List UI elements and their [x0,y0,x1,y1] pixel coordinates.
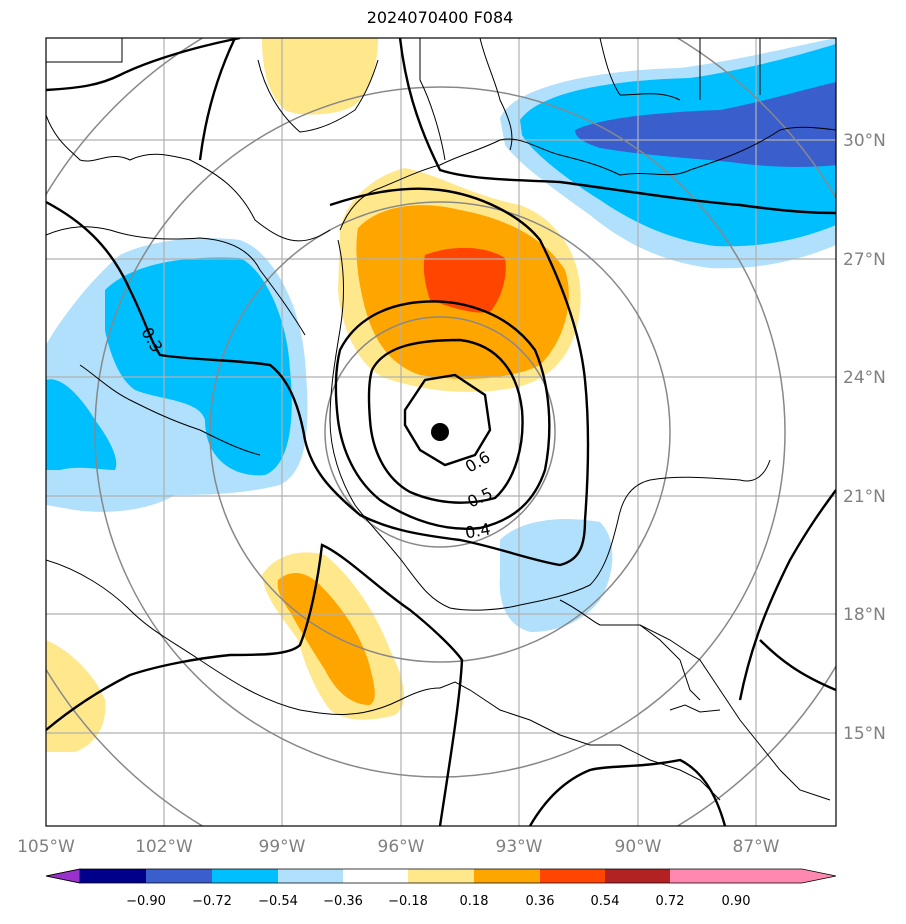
colorbar-tick: −0.54 [258,894,298,909]
lon-tick: 96°W [378,837,425,857]
contour-lines [46,38,836,826]
storm-center-marker [431,423,449,441]
colorbar-tick: 0.18 [460,894,489,909]
shade-pos-southwest [46,640,106,752]
colorbar-segment [670,869,736,883]
latitude-labels: 30°N 27°N 24°N 21°N 18°N 15°N [843,131,886,744]
shade-pos-north [262,38,378,115]
colorbar-tick: 0.72 [656,894,685,909]
contour-0.3e [46,543,464,826]
colorbar-extend-low [45,868,81,884]
colorbar-segment [278,869,343,883]
colorbar-segment [80,869,146,883]
colorbar-tick: 0.36 [526,894,555,909]
shade-neg-west-mid2 [46,379,117,470]
lat-tick: 30°N [843,131,886,151]
map-area [46,38,836,826]
map-title: 2024070400 F084 [366,8,514,27]
colorbar-extend-high [736,869,836,883]
contour-0.3h [759,639,836,692]
colorbar-segment [408,869,474,883]
shading-layer [46,38,836,752]
shade-neg-gulfcoast-dark [575,82,836,167]
contour-0.3f [528,758,727,826]
lat-tick: 21°N [843,487,886,507]
colorbar-tick: −0.36 [323,894,363,909]
lat-tick: 15°N [843,724,886,744]
contour-label-0.5: 0.5 [464,484,495,512]
lat-tick: 18°N [843,605,886,625]
contour-0.3 [46,187,590,567]
colorbar: −0.90 −0.72 −0.54 −0.36 −0.18 0.18 0.36 … [45,868,837,909]
range-rings [46,38,836,826]
colorbar-segment [343,869,408,883]
lon-tick: 102°W [135,837,193,857]
colorbar-segment [605,869,670,883]
shade-neg-west-mid [105,257,292,476]
lat-tick: 27°N [843,250,886,270]
shade-pos-south-mid [277,573,375,705]
contour-0.5 [367,338,524,504]
colorbar-tick: −0.18 [388,894,428,909]
shade-pos-main-dark [423,247,506,313]
longitude-labels: 105°W 102°W 99°W 96°W 93°W 90°W 87°W [17,837,780,857]
colorbar-tick: 0.90 [722,894,751,909]
contour-0.3c [198,38,237,161]
colorbar-segment [474,869,540,883]
lon-tick: 105°W [17,837,75,857]
coastlines [46,38,836,801]
lon-tick: 87°W [733,837,780,857]
colorbar-tick: −0.72 [192,894,232,909]
contour-label-0.4: 0.4 [464,519,492,542]
colorbar-segment [146,869,212,883]
colorbar-segment [212,869,278,883]
contour-0.3b [46,38,241,92]
contour-0.6 [403,373,492,467]
colorbar-outline [45,868,837,884]
lon-tick: 99°W [259,837,306,857]
colorbar-tick: 0.54 [591,894,620,909]
contour-0.3g [738,489,836,701]
colorbar-tick: −0.90 [126,894,166,909]
lon-tick: 90°W [615,837,662,857]
contour-label-0.6: 0.6 [462,447,494,476]
contour-0.4 [334,300,551,530]
colorbar-segment [540,869,605,883]
map-frame [45,37,837,827]
lat-tick: 24°N [843,368,886,388]
shade-neg-yucatan [499,519,613,632]
lon-tick: 93°W [496,837,543,857]
contour-0.3d [398,38,836,215]
